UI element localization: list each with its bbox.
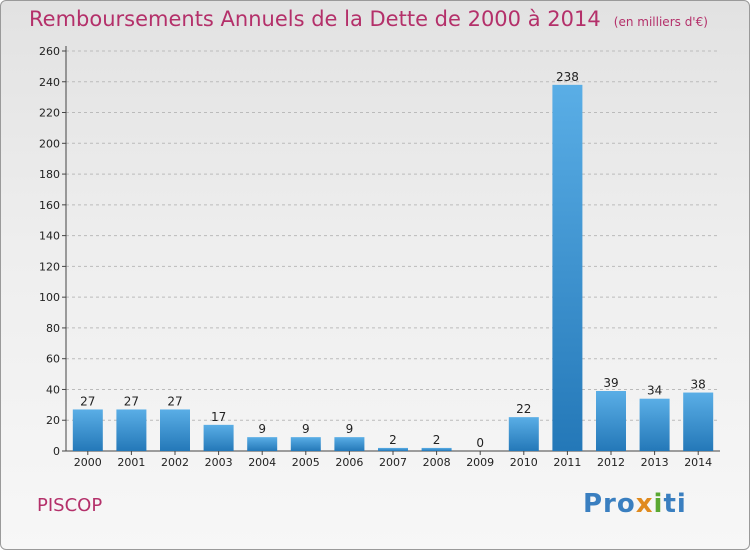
- bar-2007: [378, 447, 408, 451]
- value-label-2013: 34: [647, 384, 662, 398]
- value-label-2014: 38: [691, 378, 706, 392]
- y-tick-label: 80: [46, 322, 60, 335]
- bar-2003: [203, 424, 234, 451]
- y-tick-label: 120: [39, 260, 60, 273]
- logo-part-3: i: [653, 489, 664, 519]
- x-tick-label-2012: 2012: [597, 456, 625, 469]
- bar-2010: [508, 417, 539, 451]
- y-tick-label: 40: [46, 383, 60, 396]
- value-label-2012: 39: [603, 376, 618, 390]
- value-label-2007: 2: [389, 433, 397, 447]
- x-tick-label-2005: 2005: [292, 456, 320, 469]
- bar-2000: [72, 409, 103, 451]
- value-label-2006: 9: [346, 422, 354, 436]
- proxiti-logo: Proxiti: [583, 489, 687, 519]
- x-tick-label-2013: 2013: [641, 456, 669, 469]
- bar-2002: [160, 409, 190, 451]
- x-tick-label-2002: 2002: [161, 456, 189, 469]
- value-label-2010: 22: [516, 402, 531, 416]
- value-label-2004: 9: [258, 422, 266, 436]
- x-tick-label-2007: 2007: [379, 456, 407, 469]
- x-tick-label-2004: 2004: [248, 456, 276, 469]
- bar-2008: [421, 447, 452, 451]
- bar-2012: [596, 391, 626, 451]
- bar-2005: [290, 437, 321, 451]
- x-tick-label-2009: 2009: [466, 456, 494, 469]
- chart-unit: (en milliers d'€): [613, 15, 708, 29]
- x-tick-label-2006: 2006: [335, 456, 363, 469]
- y-tick-label: 260: [39, 45, 60, 58]
- y-tick-label: 180: [39, 168, 60, 181]
- x-tick-label-2001: 2001: [117, 456, 145, 469]
- x-tick-label-2008: 2008: [423, 456, 451, 469]
- value-label-2009: 0: [476, 436, 484, 450]
- y-tick-label: 240: [39, 76, 60, 89]
- y-tick-label: 160: [39, 199, 60, 212]
- bar-2014: [683, 392, 714, 451]
- x-tick-label-2011: 2011: [553, 456, 581, 469]
- bar-2004: [247, 437, 278, 451]
- y-tick-label: 100: [39, 291, 60, 304]
- value-label-2011: 238: [556, 70, 579, 84]
- town-name: PISCOP: [37, 495, 103, 516]
- bar-2013: [639, 398, 670, 451]
- y-tick-label: 20: [46, 414, 60, 427]
- value-label-2001: 27: [124, 394, 139, 408]
- logo-part-2: x: [635, 489, 654, 519]
- bar-2001: [116, 409, 147, 451]
- y-tick-label: 220: [39, 107, 60, 120]
- y-tick-label: 200: [39, 137, 60, 150]
- value-label-2008: 2: [433, 433, 441, 447]
- y-tick-label: 0: [53, 445, 60, 458]
- bar-2006: [334, 437, 365, 451]
- x-tick-label-2000: 2000: [74, 456, 102, 469]
- title-line: Remboursements Annuels de la Dette de 20…: [29, 7, 708, 31]
- chart-title: Remboursements Annuels de la Dette de 20…: [29, 7, 601, 31]
- value-label-2002: 27: [167, 394, 182, 408]
- x-tick-label-2003: 2003: [205, 456, 233, 469]
- value-label-2005: 9: [302, 422, 310, 436]
- x-tick-label-2014: 2014: [684, 456, 712, 469]
- logo-part-1: Pro: [583, 489, 636, 519]
- y-tick-label: 60: [46, 353, 60, 366]
- value-label-2003: 17: [211, 410, 226, 424]
- logo-part-4: ti: [663, 489, 687, 519]
- x-tick-label-2010: 2010: [510, 456, 538, 469]
- value-label-2000: 27: [80, 394, 95, 408]
- bar-2011: [552, 84, 583, 451]
- y-tick-label: 140: [39, 230, 60, 243]
